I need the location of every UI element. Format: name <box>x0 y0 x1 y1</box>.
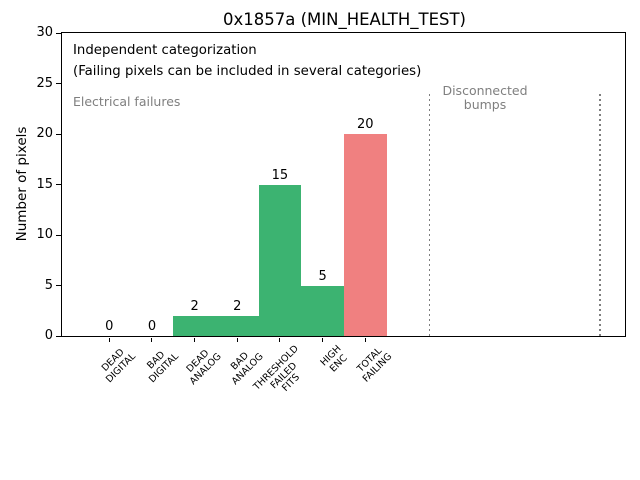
bar-value-label: 2 <box>233 298 242 314</box>
y-tick-label: 10 <box>36 227 53 242</box>
bar-value-label: 0 <box>105 319 114 334</box>
y-tick-label: 30 <box>36 25 53 40</box>
bar-value-label: 5 <box>318 268 327 284</box>
x-tick-label: BAD DIGITAL <box>140 344 181 385</box>
x-tick <box>322 337 324 342</box>
y-tick <box>56 335 62 337</box>
x-tick <box>151 337 153 342</box>
annotation-disconnected-line1: Disconnected <box>442 83 528 98</box>
y-tick <box>56 285 62 286</box>
bar <box>258 184 302 336</box>
annotation-disconnected-bumps: Disconnected bumps <box>442 84 527 111</box>
annotation-independent-categorization: Independent categorization <box>73 43 257 58</box>
annotation-failing-note: (Failing pixels can be included in sever… <box>73 64 422 79</box>
bar <box>343 134 387 336</box>
x-tick-label: DEAD ANALOG <box>180 344 223 387</box>
y-tick <box>56 83 62 84</box>
y-tick <box>56 32 62 34</box>
x-tick-label: THRESHOLD FAILED FITS <box>252 343 316 408</box>
y-tick <box>56 234 62 236</box>
bar-value-label: 0 <box>147 319 157 334</box>
bar <box>173 315 216 336</box>
annotation-disconnected-line2: bumps <box>463 96 507 112</box>
x-tick-label: DEAD DIGITAL <box>97 344 138 385</box>
annotation-electrical-failures: Electrical failures <box>73 94 181 109</box>
bar <box>301 285 344 336</box>
vline-dotted <box>599 93 601 336</box>
y-tick-label: 5 <box>44 277 53 293</box>
bar <box>215 315 259 336</box>
x-tick-label: HIGH ENC <box>319 343 351 376</box>
x-tick <box>364 337 366 342</box>
x-tick <box>236 337 238 342</box>
chart-title: 0x1857a (MIN_HEALTH_TEST) <box>222 10 466 29</box>
y-tick-label: 25 <box>36 75 53 91</box>
bar-value-label: 20 <box>356 117 374 132</box>
x-tick <box>279 337 281 342</box>
y-tick <box>56 184 62 185</box>
y-tick <box>56 133 62 135</box>
y-tick-label: 0 <box>44 328 53 343</box>
y-tick-label: 15 <box>36 176 53 192</box>
y-tick-label: 20 <box>36 126 53 141</box>
bar-value-label: 2 <box>190 298 199 314</box>
x-tick <box>194 337 196 342</box>
bar-value-label: 15 <box>271 167 289 183</box>
x-tick-label: TOTAL FAILING <box>353 344 394 385</box>
x-tick <box>108 337 110 342</box>
vline-dotted <box>428 93 431 336</box>
